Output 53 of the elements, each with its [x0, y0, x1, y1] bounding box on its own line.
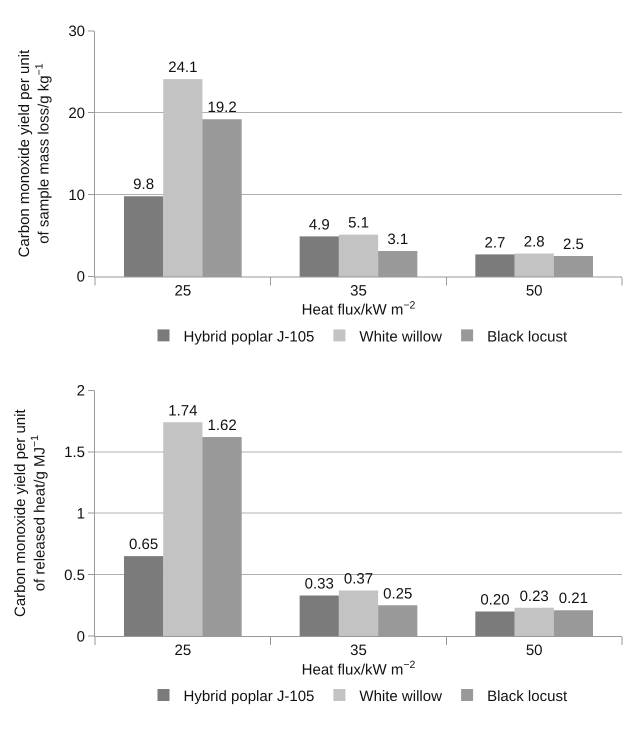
x-axis-title: Heat flux/kW m$^{−2}$	[302, 659, 416, 678]
bar	[514, 608, 554, 636]
data-label: 19.2	[207, 99, 237, 116]
bar	[163, 79, 202, 276]
data-label: 0.23	[520, 588, 549, 605]
data-label: 4.9	[308, 216, 330, 234]
data-label: 0.65	[129, 536, 158, 554]
y-tick-label: 1	[76, 505, 85, 522]
y-tick-label: 10	[68, 186, 85, 204]
data-label: 24.1	[168, 59, 198, 76]
data-label: 2.7	[484, 234, 506, 252]
legend-label: White willow	[359, 328, 442, 346]
x-tick-label: 50	[526, 282, 543, 300]
bar	[300, 595, 339, 636]
y-tick-label: 0	[76, 268, 85, 286]
bar	[300, 236, 339, 276]
legend-label: Hybrid poplar J-105	[184, 688, 314, 705]
legend-label: Black locust	[487, 688, 568, 705]
x-tick-label: 25	[174, 642, 192, 659]
x-tick-label: 35	[350, 642, 367, 659]
data-label: 0.21	[558, 590, 588, 608]
bar	[163, 422, 202, 636]
bar	[475, 611, 515, 636]
legend-label: White willow	[359, 688, 442, 705]
data-label: 1.62	[207, 417, 237, 434]
data-label: 1.74	[168, 402, 198, 420]
y-tick-label: 2	[76, 382, 85, 400]
y-tick-label: 0.5	[64, 566, 85, 584]
y-tick-label: 0	[76, 628, 85, 646]
bar	[124, 556, 164, 636]
legend-label: Hybrid poplar J-105	[184, 328, 314, 346]
data-label: 0.20	[480, 591, 510, 608]
bar	[475, 254, 515, 276]
bar	[514, 254, 554, 276]
x-tick-label: 25	[174, 282, 192, 300]
legend-label: Black locust	[487, 328, 568, 346]
y-tick-label: 1.5	[64, 444, 85, 462]
x-axis-title: Heat flux/kW m$^{−2}$	[302, 299, 416, 319]
bar	[338, 234, 378, 276]
data-label: 0.37	[344, 570, 374, 588]
data-label: 0.25	[383, 585, 412, 602]
data-label: 2.5	[562, 236, 584, 253]
data-label: 9.8	[133, 176, 154, 194]
x-tick-label: 35	[350, 282, 367, 300]
bar	[338, 590, 378, 636]
data-label: 0.33	[304, 575, 334, 592]
y-tick-label: 20	[68, 104, 85, 122]
bar	[124, 196, 164, 276]
data-label: 2.8	[524, 234, 545, 251]
data-label: 5.1	[348, 214, 369, 232]
data-label: 3.1	[387, 231, 408, 248]
y-tick-label: 30	[68, 23, 85, 40]
x-tick-label: 50	[526, 642, 543, 659]
